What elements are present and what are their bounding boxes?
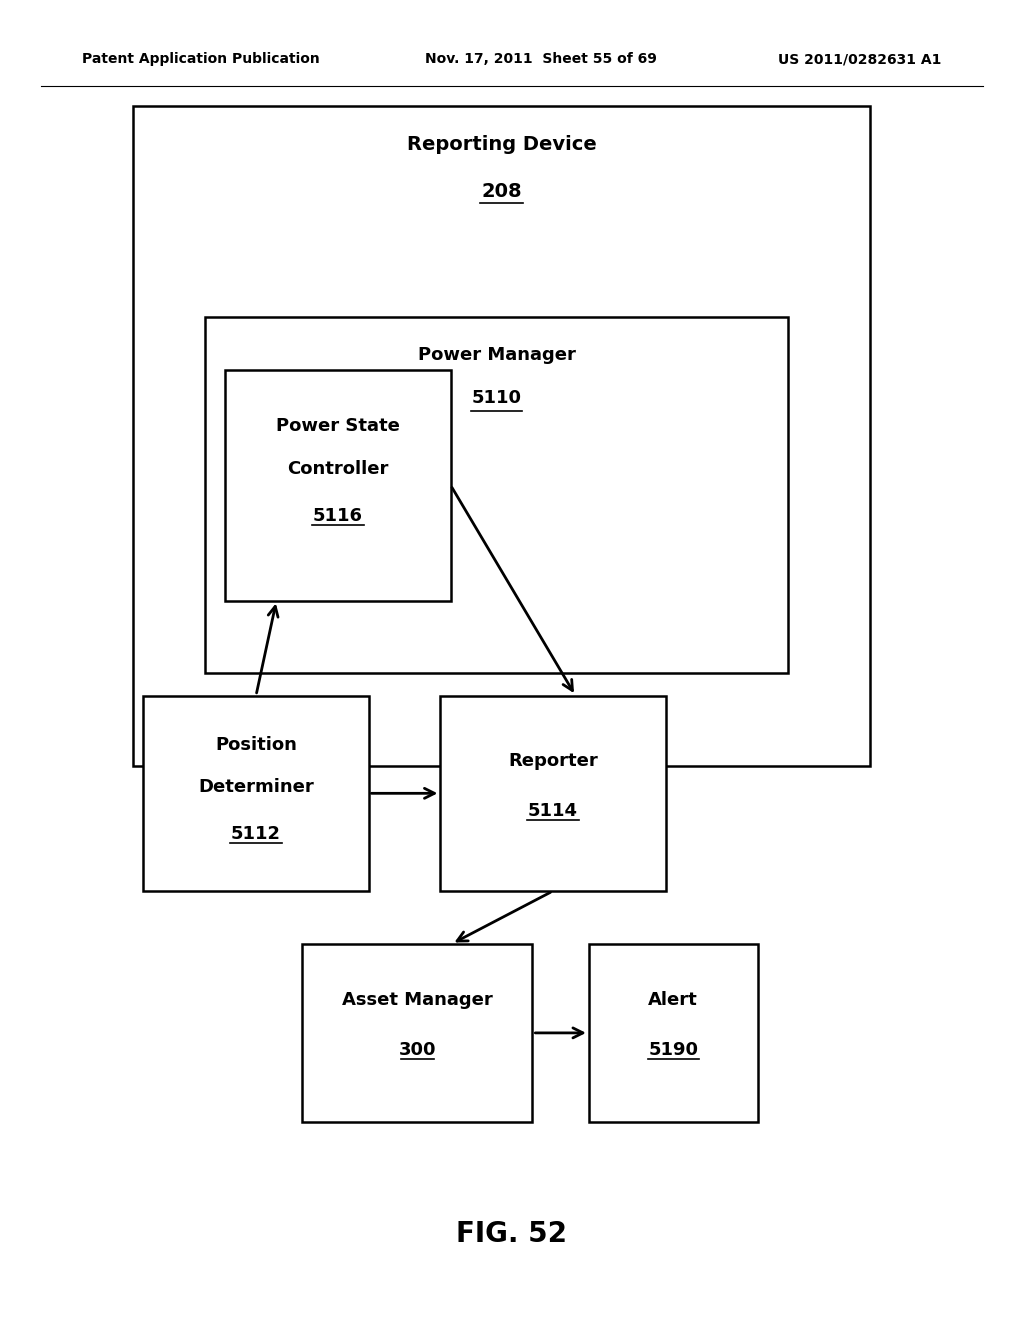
Text: Alert: Alert	[648, 991, 698, 1010]
Text: US 2011/0282631 A1: US 2011/0282631 A1	[778, 53, 942, 66]
Text: Position: Position	[215, 735, 297, 754]
Text: Controller: Controller	[288, 461, 388, 478]
Text: Power Manager: Power Manager	[418, 346, 575, 364]
Text: 300: 300	[398, 1041, 436, 1059]
Bar	[589, 944, 758, 1122]
Text: Nov. 17, 2011  Sheet 55 of 69: Nov. 17, 2011 Sheet 55 of 69	[425, 53, 656, 66]
Text: 5190: 5190	[648, 1041, 698, 1059]
Text: Reporter: Reporter	[508, 751, 598, 770]
Bar	[302, 944, 532, 1122]
Bar	[440, 696, 666, 891]
Text: 5110: 5110	[472, 389, 521, 408]
Text: Determiner: Determiner	[198, 777, 314, 796]
Text: FIG. 52: FIG. 52	[457, 1220, 567, 1249]
Text: Reporting Device: Reporting Device	[407, 135, 597, 153]
Bar	[143, 696, 369, 891]
Text: Asset Manager: Asset Manager	[342, 991, 493, 1010]
Text: Patent Application Publication: Patent Application Publication	[82, 53, 319, 66]
Text: 5116: 5116	[313, 507, 362, 524]
Text: 208: 208	[481, 182, 522, 201]
Bar	[205, 317, 788, 673]
Text: Power State: Power State	[276, 417, 399, 434]
Text: 5114: 5114	[528, 801, 578, 820]
Bar	[133, 106, 870, 766]
Bar	[225, 370, 451, 601]
Text: 5112: 5112	[231, 825, 281, 843]
